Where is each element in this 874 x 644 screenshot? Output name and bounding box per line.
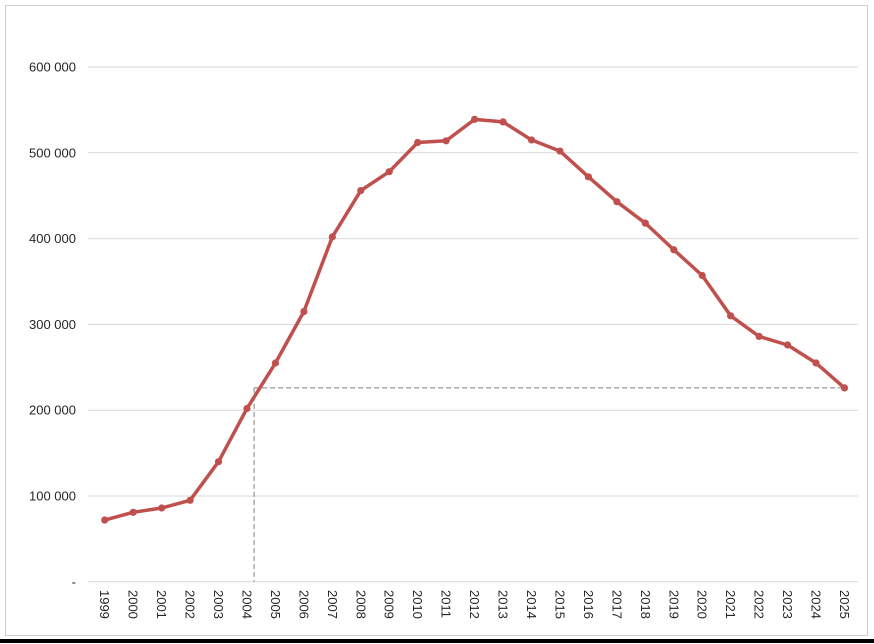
- x-axis-tick-label: 2016: [581, 590, 596, 619]
- data-point-2017: [613, 198, 621, 206]
- y-axis-tick-label: 100 000: [29, 489, 76, 504]
- y-axis-tick-label: 600 000: [29, 60, 76, 75]
- x-axis-tick-label: 2008: [353, 590, 368, 619]
- x-axis-tick-label: 2012: [467, 590, 482, 619]
- data-point-2002: [186, 496, 194, 504]
- x-axis-tick-label: 2022: [752, 590, 767, 619]
- data-point-1999: [101, 516, 109, 524]
- y-axis-labels: - 100 000 200 000 300 000 400 000 500 000 600 …: [29, 60, 76, 590]
- data-point-2010: [414, 138, 422, 147]
- x-axis-tick-label: 2025: [837, 590, 852, 619]
- data-point-2019: [670, 246, 678, 254]
- x-axis-tick-label: 2019: [666, 590, 681, 619]
- data-point-2001: [158, 504, 166, 512]
- bottom-edge-bar: [0, 639, 874, 643]
- gridlines-group: [88, 66, 858, 583]
- data-point-2016: [584, 173, 593, 181]
- x-axis-tick-label: 2005: [268, 590, 283, 619]
- x-axis-tick-label: 1999: [97, 590, 112, 619]
- data-point-2012: [471, 115, 479, 123]
- x-axis-tick-label: 2024: [809, 590, 824, 619]
- x-axis-tick-label: 2015: [552, 590, 567, 619]
- x-axis-tick-label: 2017: [609, 590, 624, 619]
- data-point-2006: [300, 307, 308, 316]
- x-axis-tick-label: 2014: [524, 590, 539, 619]
- data-point-2025: [840, 384, 849, 392]
- x-axis-tick-label: 2006: [296, 590, 311, 619]
- x-axis-tick-label: 2009: [382, 590, 397, 619]
- x-axis-tick-label: 2018: [638, 590, 653, 619]
- x-axis-tick-label: 2007: [325, 590, 340, 619]
- data-point-2011: [442, 137, 450, 145]
- data-point-2005: [271, 359, 280, 367]
- x-axis-tick-label: 2011: [439, 590, 454, 618]
- y-axis-tick-label: 400 000: [29, 231, 76, 246]
- data-point-2007: [328, 233, 336, 241]
- y-axis-tick-label: -: [72, 574, 76, 589]
- x-axis-tick-label: 2013: [496, 590, 511, 619]
- y-axis-tick-label: 300 000: [29, 317, 76, 332]
- data-point-2024: [812, 359, 820, 367]
- annotation-dashed-lines: [253, 387, 845, 582]
- x-axis-tick-label: 2002: [183, 590, 198, 619]
- x-axis-tick-label: 2021: [723, 590, 738, 619]
- x-axis-tick-label: 2020: [695, 590, 710, 619]
- data-point-2000: [129, 508, 137, 516]
- y-axis-tick-label: 500 000: [29, 145, 76, 160]
- x-axis-tick-label: 2003: [211, 590, 226, 619]
- data-point-2009: [385, 168, 393, 176]
- data-point-2023: [783, 341, 792, 349]
- data-point-2014: [527, 136, 536, 144]
- data-point-2022: [755, 332, 763, 341]
- x-axis-tick-label: 2010: [410, 590, 425, 619]
- x-axis-tick-label: 2000: [126, 590, 141, 619]
- data-point-2018: [641, 219, 649, 227]
- y-axis-tick-label: 200 000: [29, 403, 76, 418]
- data-point-2003: [214, 458, 223, 466]
- chart-border-frame: [5, 5, 868, 636]
- data-point-2008: [357, 186, 365, 195]
- x-axis-tick-label: 2001: [154, 590, 169, 619]
- data-point-2021: [727, 312, 735, 320]
- data-series: [101, 115, 849, 524]
- data-point-2013: [499, 118, 507, 126]
- data-point-2004: [243, 404, 251, 413]
- x-axis-labels: 1999 2000 2001 2002 2003 2004 2005 2006 2007 2008…: [97, 590, 852, 619]
- data-point-2015: [556, 147, 564, 155]
- data-point-2020: [698, 271, 706, 280]
- x-axis-tick-label: 2023: [780, 590, 795, 619]
- x-axis-tick-label: 2004: [239, 590, 254, 619]
